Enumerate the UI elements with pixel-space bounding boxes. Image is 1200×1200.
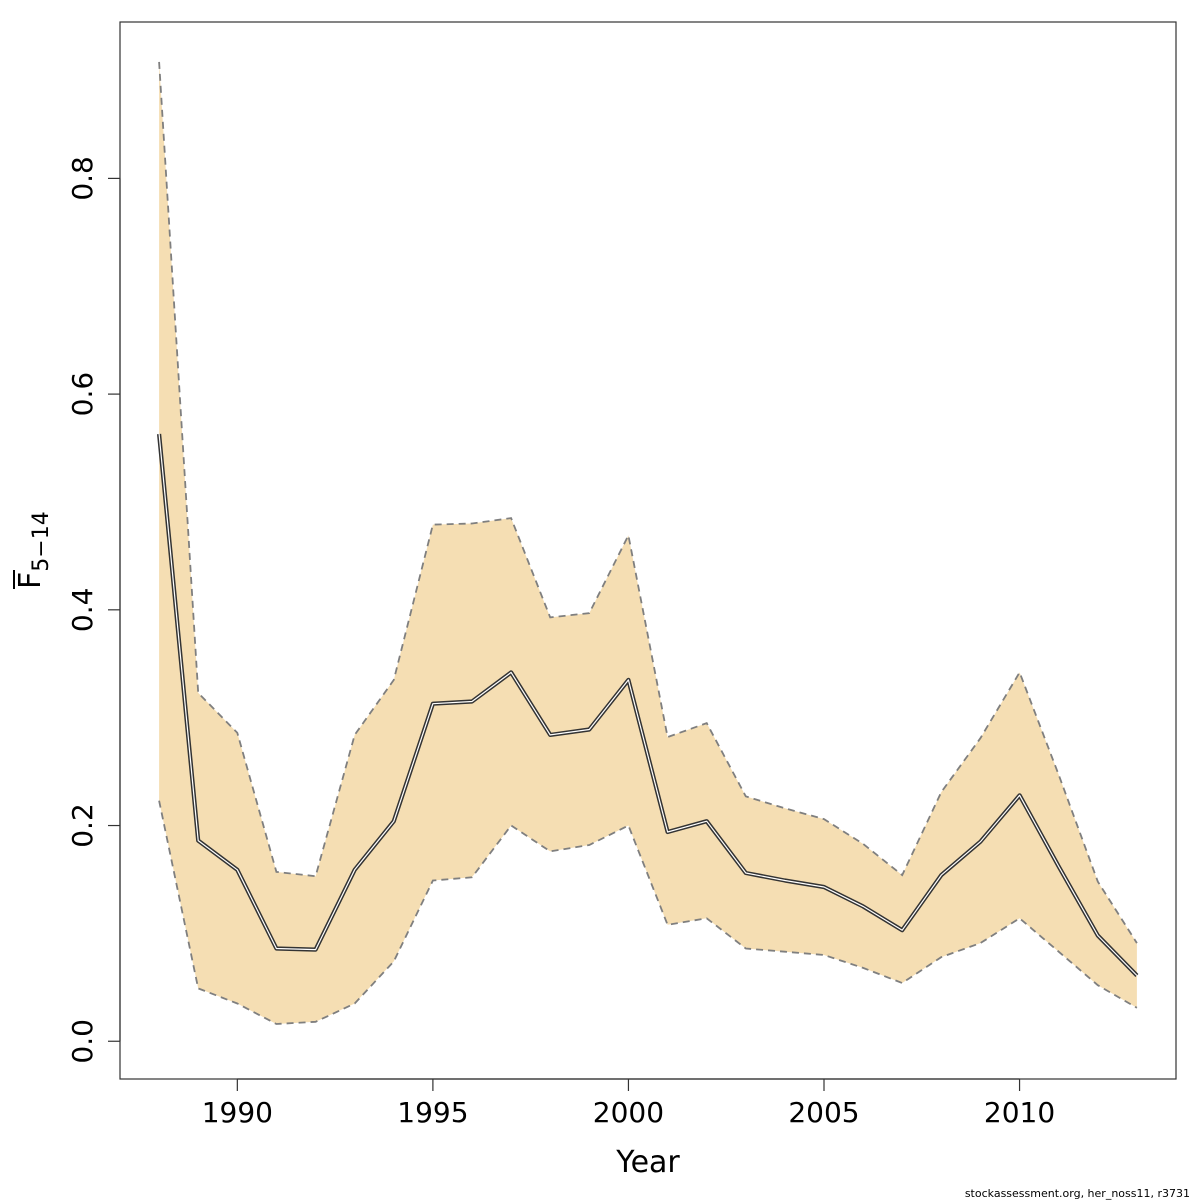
y-axis-title-subscript: 5−14: [29, 511, 54, 571]
lower-bound-line: [158, 800, 1138, 1025]
estimate-line-layer: [157, 433, 1139, 977]
y-tick-label: 0.2: [66, 803, 99, 848]
y-tick-label: 0.0: [66, 1019, 99, 1064]
upper-bound-line: [158, 61, 1138, 944]
x-tick-label: 2005: [788, 1096, 859, 1129]
x-axis: 1990 1995 2000 2005 2010: [202, 1078, 1055, 1129]
y-tick-label: 0.6: [66, 372, 99, 417]
ci-band-layer: [158, 61, 1138, 1025]
x-tick-label: 1995: [397, 1096, 468, 1129]
estimate-line-inner: [158, 433, 1138, 976]
y-tick-label: 0.8: [66, 156, 99, 201]
ci-band: [159, 61, 1137, 1024]
x-axis-title: Year: [615, 1145, 680, 1180]
x-tick-label: 2010: [984, 1096, 1055, 1129]
y-tick-label: 0.4: [66, 588, 99, 633]
y-axis: 0.0 0.2 0.4 0.6 0.8: [66, 156, 121, 1064]
y-axis-title-main: F: [13, 572, 48, 589]
svg-text:F5−14: F5−14: [13, 511, 54, 589]
y-axis-title: F5−14: [13, 511, 54, 589]
footer-credit: stockassessment.org, her_noss11, r3731: [965, 1187, 1190, 1200]
x-tick-label: 2000: [593, 1096, 664, 1129]
x-tick-label: 1990: [202, 1096, 273, 1129]
